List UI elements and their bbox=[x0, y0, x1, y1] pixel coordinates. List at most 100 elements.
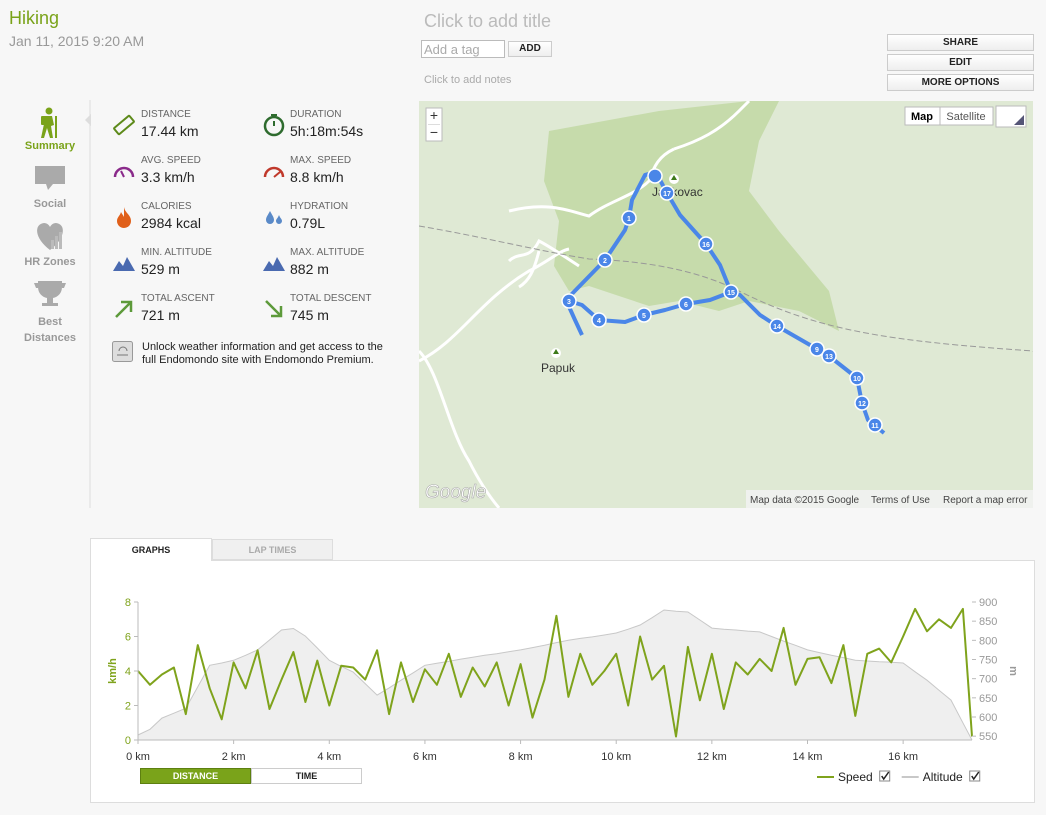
route-marker-label: 6 bbox=[684, 302, 688, 309]
edit-button[interactable]: EDIT bbox=[887, 54, 1034, 71]
workout-title: Hiking bbox=[9, 8, 60, 28]
hiker-icon bbox=[41, 107, 57, 138]
lap-times-tab[interactable]: LAP TIMES bbox=[212, 539, 333, 560]
stat-icon bbox=[263, 257, 285, 271]
graph-panel bbox=[90, 560, 1035, 803]
stat-value: 529 m bbox=[141, 261, 180, 277]
stat-label: MAX. ALTITUDE bbox=[290, 247, 365, 258]
route-marker bbox=[636, 307, 652, 323]
tab-hr-zones[interactable]: HR Zones bbox=[24, 256, 76, 268]
stat-value: 2984 kcal bbox=[141, 215, 201, 231]
route-marker bbox=[597, 252, 613, 268]
stat-icon bbox=[113, 257, 135, 271]
route-marker-label: 9 bbox=[815, 347, 819, 354]
route-marker bbox=[561, 293, 577, 309]
route-marker-label: 14 bbox=[773, 324, 781, 331]
promo-text: Unlock weather information and get acces… bbox=[142, 341, 383, 366]
route-marker bbox=[769, 318, 785, 334]
stat-label: TOTAL DESCENT bbox=[290, 293, 372, 304]
stat-icon bbox=[265, 300, 283, 318]
route-marker-label: 13 bbox=[825, 354, 833, 361]
tag-input[interactable]: Add a tag bbox=[421, 40, 505, 58]
route-marker bbox=[621, 210, 637, 226]
route-marker-label: 1 bbox=[627, 216, 631, 223]
map-type-label[interactable]: Map bbox=[911, 111, 933, 123]
stat-label: DISTANCE bbox=[141, 109, 191, 120]
route-marker bbox=[723, 284, 739, 300]
google-logo: Google bbox=[425, 482, 486, 503]
stat-value: 0.79L bbox=[290, 215, 326, 231]
more-options-button[interactable]: MORE OPTIONS bbox=[887, 74, 1034, 91]
route-marker-label: 12 bbox=[858, 401, 866, 408]
stat-icon bbox=[266, 211, 282, 224]
stat-icon bbox=[263, 114, 285, 137]
stat-icon bbox=[117, 207, 131, 228]
stat-value: 5h:18m:54s bbox=[290, 123, 364, 139]
tab-social[interactable]: Social bbox=[33, 198, 67, 210]
stat-value: 8.8 km/h bbox=[290, 169, 344, 185]
route-marker bbox=[821, 348, 837, 364]
graphs-tab[interactable]: GRAPHS bbox=[90, 538, 212, 561]
place-icons bbox=[551, 174, 679, 358]
place-label: Papuk bbox=[541, 361, 576, 375]
stat-value: 721 m bbox=[141, 307, 180, 323]
stat-value: 882 m bbox=[290, 261, 329, 277]
route-marker-label: 2 bbox=[603, 258, 607, 265]
stat-label: CALORIES bbox=[141, 201, 192, 212]
time-toggle[interactable]: TIME bbox=[251, 768, 362, 784]
start-marker bbox=[647, 168, 663, 184]
tab-summary[interactable]: Summary bbox=[24, 140, 76, 152]
route-marker-label: 17 bbox=[663, 191, 671, 198]
report-link[interactable]: Report a map error bbox=[943, 495, 1028, 506]
park-area bbox=[544, 101, 839, 331]
zoom-in[interactable]: + bbox=[430, 107, 438, 123]
trophy-icon bbox=[34, 281, 66, 306]
roads bbox=[419, 101, 751, 508]
route-marker-label: 5 bbox=[642, 313, 646, 320]
stat-icon bbox=[113, 114, 135, 136]
hr-bars bbox=[51, 232, 62, 249]
route-marker-label: 10 bbox=[853, 376, 861, 383]
add-tag-button[interactable]: ADD bbox=[508, 41, 552, 57]
route-marker-label: 16 bbox=[702, 242, 710, 249]
stat-label: DURATION bbox=[290, 109, 342, 120]
map-type-label[interactable]: Satellite bbox=[946, 111, 985, 123]
route-marker bbox=[867, 417, 883, 433]
route-marker bbox=[659, 185, 675, 201]
boundaries bbox=[419, 225, 1033, 352]
add-title[interactable]: Click to add title bbox=[424, 11, 552, 31]
add-notes[interactable]: Click to add notes bbox=[424, 74, 512, 86]
sidebar-icons bbox=[34, 100, 91, 508]
map-footer bbox=[746, 490, 1033, 508]
stat-icon bbox=[113, 166, 135, 178]
stat-icon bbox=[115, 300, 133, 318]
distance-toggle[interactable]: DISTANCE bbox=[140, 768, 251, 784]
stat-icon bbox=[263, 166, 285, 178]
terms-link[interactable]: Terms of Use bbox=[871, 495, 930, 506]
route-marker bbox=[809, 341, 825, 357]
route-marker bbox=[849, 370, 865, 386]
tab-best-distances[interactable]: Best Distances bbox=[24, 316, 76, 344]
route-marker-label: 15 bbox=[727, 290, 735, 297]
route-marker bbox=[854, 395, 870, 411]
share-button[interactable]: SHARE bbox=[887, 34, 1034, 51]
social-icon bbox=[35, 166, 65, 190]
stat-label: AVG. SPEED bbox=[141, 155, 201, 166]
stat-value: 745 m bbox=[290, 307, 329, 323]
route-marker-label: 3 bbox=[567, 299, 571, 306]
route-marker-label: 4 bbox=[597, 318, 601, 325]
route-marker bbox=[591, 312, 607, 328]
map-type-button[interactable] bbox=[939, 106, 994, 126]
stat-label: TOTAL ASCENT bbox=[141, 293, 215, 304]
map-attribution: Map data ©2015 Google bbox=[750, 495, 860, 506]
workout-date: Jan 11, 2015 9:20 AM bbox=[9, 33, 145, 49]
route-marker-label: 11 bbox=[871, 423, 879, 430]
route-marker bbox=[678, 296, 694, 312]
stat-value: 3.3 km/h bbox=[141, 169, 195, 185]
stat-value: 17.44 km bbox=[141, 123, 199, 139]
stat-label: MAX. SPEED bbox=[290, 155, 352, 166]
zoom-out[interactable]: − bbox=[430, 124, 438, 140]
